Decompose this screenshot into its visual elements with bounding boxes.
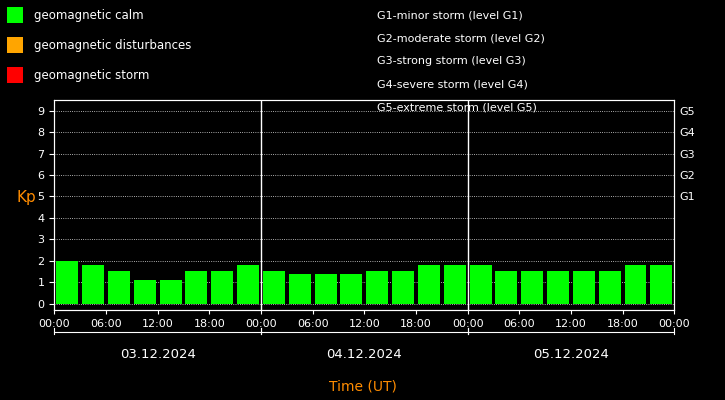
Bar — [521, 272, 543, 304]
Bar — [341, 274, 362, 304]
Bar — [289, 274, 311, 304]
Text: G4-severe storm (level G4): G4-severe storm (level G4) — [377, 80, 528, 90]
Bar — [418, 265, 440, 304]
Bar — [237, 265, 259, 304]
Bar — [315, 274, 336, 304]
Bar — [82, 265, 104, 304]
Text: 05.12.2024: 05.12.2024 — [533, 348, 609, 361]
Bar — [495, 272, 518, 304]
Bar — [470, 265, 492, 304]
Text: G1-minor storm (level G1): G1-minor storm (level G1) — [377, 10, 523, 20]
Bar — [547, 272, 569, 304]
Bar — [160, 280, 181, 304]
Bar — [366, 272, 388, 304]
Text: Time (UT): Time (UT) — [328, 380, 397, 394]
Bar — [392, 272, 414, 304]
Bar — [186, 272, 207, 304]
Text: G2-moderate storm (level G2): G2-moderate storm (level G2) — [377, 33, 545, 43]
Text: geomagnetic calm: geomagnetic calm — [34, 8, 144, 22]
Bar — [599, 272, 621, 304]
Bar — [444, 265, 465, 304]
Bar — [650, 265, 672, 304]
Text: geomagnetic disturbances: geomagnetic disturbances — [34, 38, 191, 52]
Bar — [573, 272, 594, 304]
Bar — [57, 261, 78, 304]
Text: 03.12.2024: 03.12.2024 — [120, 348, 196, 361]
Text: 04.12.2024: 04.12.2024 — [326, 348, 402, 361]
Bar — [263, 272, 285, 304]
Bar — [134, 280, 156, 304]
Text: G3-strong storm (level G3): G3-strong storm (level G3) — [377, 56, 526, 66]
Bar — [211, 272, 233, 304]
Text: geomagnetic storm: geomagnetic storm — [34, 68, 149, 82]
Y-axis label: Kp: Kp — [17, 190, 36, 205]
Text: G5-extreme storm (level G5): G5-extreme storm (level G5) — [377, 103, 537, 113]
Bar — [108, 272, 130, 304]
Bar — [624, 265, 647, 304]
